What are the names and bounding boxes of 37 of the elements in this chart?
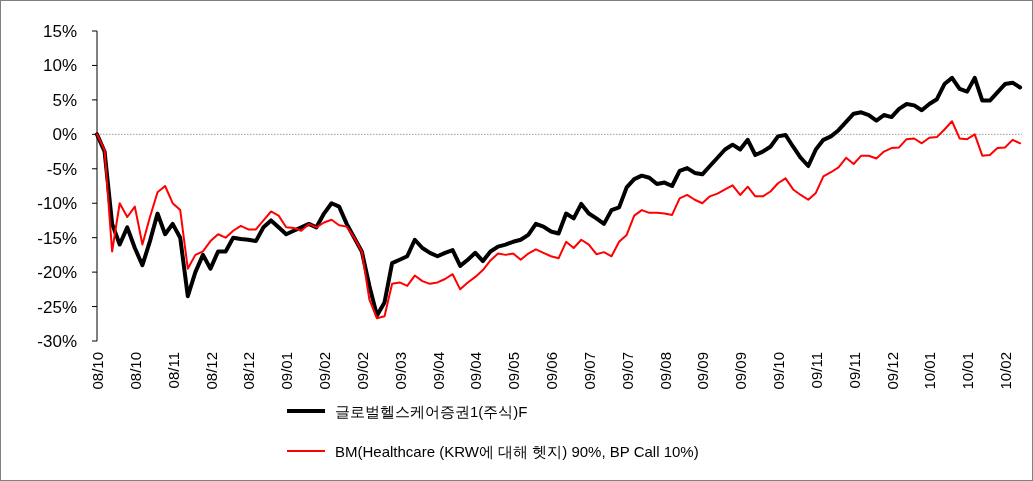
- x-tick-label: 08/12: [202, 352, 220, 390]
- x-tick-label: 09/04: [429, 352, 447, 390]
- x-tick-label: 09/02: [353, 352, 371, 390]
- y-tick-label: 15%: [42, 22, 77, 41]
- x-tick-label: 09/07: [618, 352, 636, 390]
- x-tick-label: 10/01: [959, 352, 977, 390]
- x-tick-label: 09/09: [732, 352, 750, 390]
- x-tick-label: 09/03: [391, 352, 409, 390]
- x-tick-label: 09/09: [694, 352, 712, 390]
- y-tick-label: -25%: [37, 297, 77, 317]
- x-tick-label: 09/08: [656, 352, 674, 390]
- x-tick-label: 10/01: [921, 352, 939, 390]
- x-tick-label: 08/10: [89, 352, 106, 390]
- y-tick-label: -30%: [37, 332, 77, 351]
- x-tick-label: 09/12: [883, 352, 901, 390]
- y-tick-label: 5%: [52, 90, 77, 110]
- x-tick-label: 08/10: [126, 352, 144, 390]
- x-tick-label: 09/05: [505, 352, 523, 390]
- x-tick-label: 09/10: [770, 352, 787, 390]
- x-tick-label: 09/07: [580, 352, 598, 390]
- y-tick-label: -10%: [37, 194, 77, 214]
- legend-label: BM(Healthcare (KRW에 대해 헷지) 90%, BP Call 10%): [335, 443, 699, 460]
- x-tick-label: 09/04: [467, 352, 485, 390]
- x-tick-label: 09/01: [278, 352, 296, 390]
- x-tick-label: 08/11: [164, 352, 182, 389]
- legend-label: 글로벌헬스케어증권1(주식)F: [335, 403, 528, 420]
- y-tick-label: -5%: [46, 159, 77, 179]
- x-tick-label: 09/06: [543, 352, 560, 390]
- y-tick-label: -20%: [37, 263, 77, 283]
- x-tick-label: 09/11: [845, 352, 863, 389]
- y-tick-label: -15%: [37, 228, 77, 248]
- x-tick-label: 09/02: [316, 352, 333, 390]
- y-tick-label: 0%: [52, 125, 77, 145]
- y-tick-label: 10%: [42, 56, 77, 76]
- x-tick-label: 09/11: [807, 352, 825, 389]
- x-tick-label: 10/02: [997, 352, 1014, 390]
- x-tick-label: 08/12: [240, 352, 258, 390]
